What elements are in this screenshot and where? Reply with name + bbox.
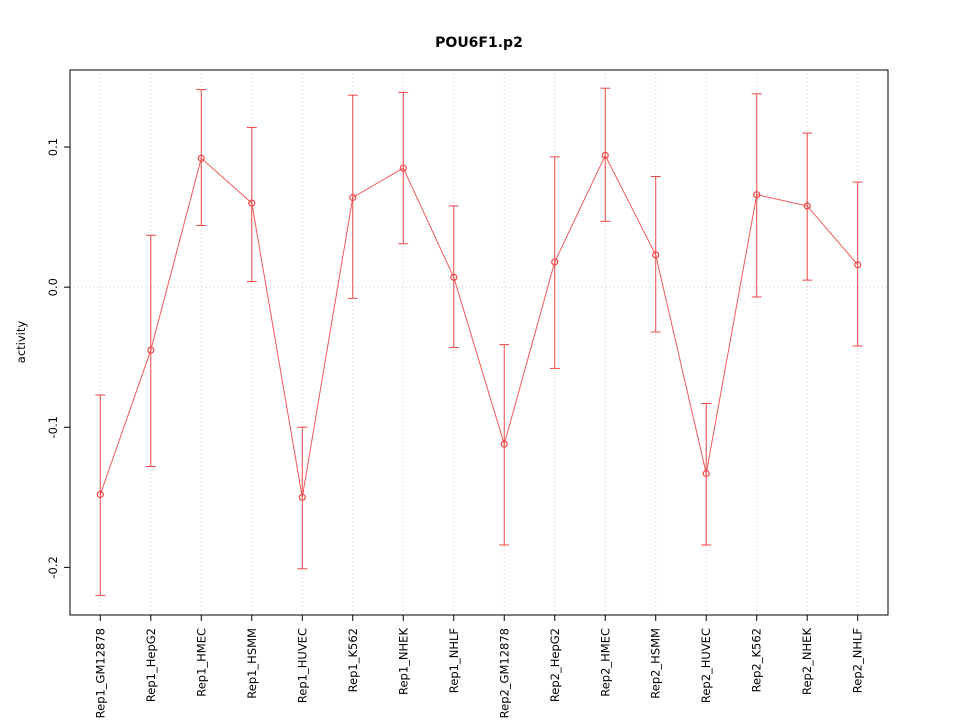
x-tick-label: Rep1_NHLF (447, 628, 461, 693)
x-tick-label: Rep1_HSMM (245, 628, 259, 699)
y-tick-label: -0.2 (46, 556, 60, 578)
x-tick-label: Rep1_HMEC (194, 628, 208, 697)
x-tick-label: Rep1_HepG2 (144, 628, 158, 702)
x-tick-label: Rep2_HepG2 (548, 628, 562, 702)
x-tick-label: Rep2_NHEK (800, 628, 814, 695)
x-tick-label: Rep2_HUVEC (699, 628, 713, 703)
x-tick-label: Rep2_NHLF (851, 628, 865, 693)
x-tick-label: Rep1_NHEK (396, 628, 410, 695)
data-point (399, 164, 407, 172)
plot-border (69, 69, 889, 616)
plot-area: -0.2 -0.1 0.0 0.1 Rep1_GM12878 Rep1_HepG2 Rep1… (46, 69, 889, 718)
data-point (147, 346, 155, 354)
data-point (551, 258, 559, 266)
series-line (99, 154, 859, 498)
data-point (96, 490, 104, 499)
x-tick-label: Rep1_K562 (346, 628, 360, 692)
data-point (500, 440, 508, 448)
y-axis-label: activity (14, 321, 28, 364)
x-tick-label: Rep2_HSMM (649, 628, 663, 699)
data-point (450, 273, 458, 281)
data-point (248, 199, 256, 207)
plot-title: POU6F1.p2 (435, 35, 523, 51)
data-point (753, 191, 761, 199)
y-tick-label: -0.1 (46, 416, 60, 438)
data-point (601, 151, 609, 160)
y-tick-label: 0.0 (46, 278, 60, 296)
data-point (349, 193, 357, 202)
data-point (702, 469, 710, 478)
x-tick-label: Rep1_HUVEC (295, 628, 309, 703)
x-tick-label: Rep2_K562 (750, 628, 764, 692)
x-tick-label: Rep2_GM12878 (497, 628, 511, 718)
data-point (652, 251, 660, 259)
data-point (197, 154, 205, 162)
x-tick-label: Rep1_GM12878 (93, 628, 107, 718)
data-point (298, 493, 306, 501)
data-point (854, 261, 862, 269)
y-tick-label: 0.1 (46, 138, 60, 156)
x-tick-label: Rep2_HMEC (598, 628, 612, 697)
data-point (803, 202, 811, 210)
